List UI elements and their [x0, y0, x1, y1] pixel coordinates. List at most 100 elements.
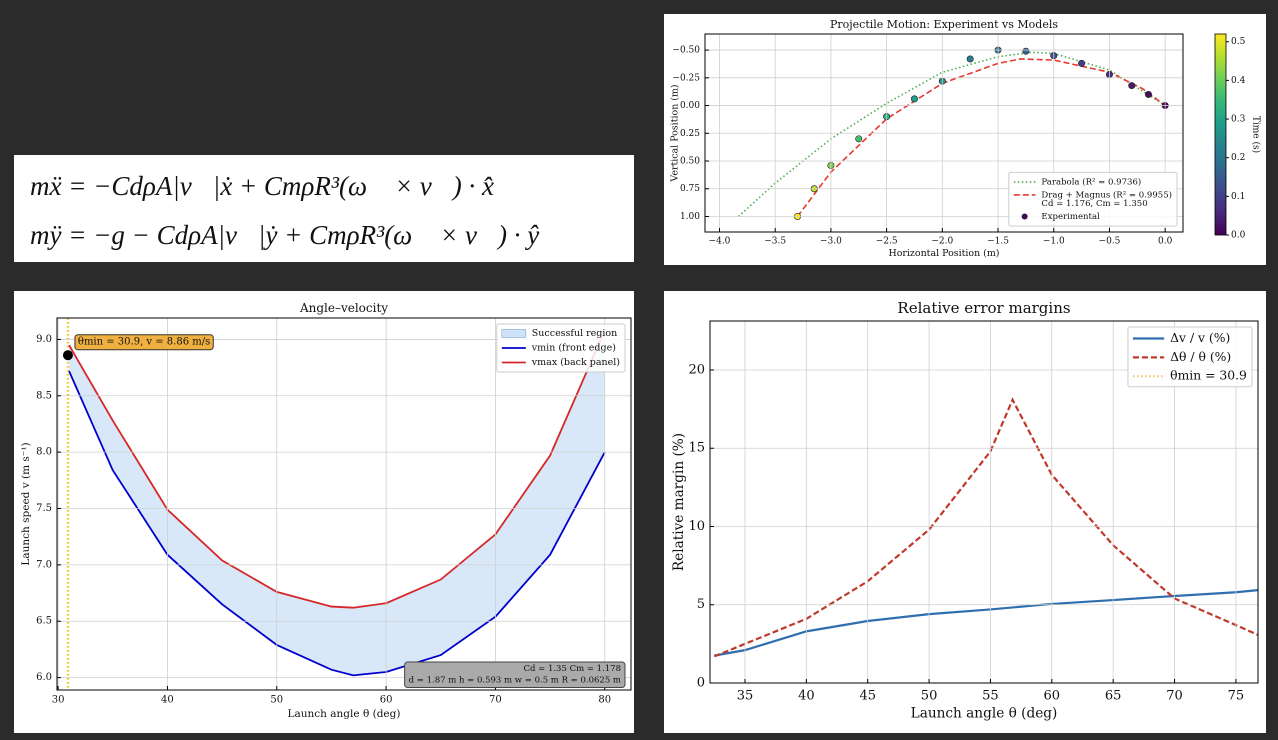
chart-panel: [664, 14, 1266, 265]
legend: Parabola (R² = 0.9736) Drag + Magnus (R² …: [1008, 171, 1178, 227]
series-line: [713, 397, 1258, 658]
info-box: Cd = 1.35 Cm = 1.178 d = 1.87 m h = 0.593…: [404, 661, 626, 688]
x-tick-label: 50: [921, 689, 938, 704]
info-box-bg: [404, 661, 626, 688]
series-line: [68, 370, 606, 677]
legend-label: Δθ / θ (%): [1170, 350, 1231, 364]
y-tick-label: 10: [688, 519, 705, 534]
data-point: [1128, 82, 1136, 90]
x-tick-label: 55: [982, 689, 999, 704]
x-tick-label: −3.5: [764, 237, 786, 247]
legend-box: [1008, 171, 1178, 227]
legend-swatch: [501, 329, 527, 338]
y-tick-label: 9.0: [36, 334, 52, 345]
y-tick-label: 8.5: [36, 390, 52, 401]
x-tick-label: 70: [489, 695, 502, 706]
data-point: [855, 135, 863, 143]
colorbar-tick-label: 0.5: [1231, 37, 1246, 47]
y-tick-label: 0.25: [680, 129, 700, 139]
plot-frame: [56, 317, 632, 691]
y-tick-label: −0.25: [672, 73, 700, 83]
legend-swatch: [1021, 213, 1028, 220]
legend-label: Drag + Magnus (R² = 0.9955): [1041, 189, 1172, 200]
data-point: [910, 95, 918, 103]
x-tick-label: −0.5: [1099, 237, 1121, 247]
y-tick-label: 6.0: [36, 672, 52, 683]
y-tick-label: 0.50: [680, 157, 700, 167]
legend-label: Parabola (R² = 0.9736): [1041, 176, 1141, 187]
colorbar-tick-label: 0.0: [1231, 231, 1246, 241]
fill-region: [69, 330, 605, 676]
x-tick-label: 60: [1044, 689, 1061, 704]
annotation-label: θmin = 30.9, v = 8.86 m/s: [78, 337, 210, 348]
legend-box: [1127, 326, 1253, 388]
plot-frame: [704, 33, 1184, 233]
x-axis-label: Horizontal Position (m): [888, 248, 999, 259]
x-tick-label: 65: [1105, 689, 1122, 704]
equation: mÿ = −g − CdρA|v⃗|ẏ + CmρR³(ω⃗ × v⃗) · ŷ: [30, 220, 539, 250]
colorbar-tick-label: 0.2: [1231, 153, 1245, 163]
legend: Δv / v (%) Δθ / θ (%) θmin = 30.9: [1127, 326, 1253, 388]
colorbar-label: Time (s): [1251, 116, 1262, 153]
y-tick-label: 0.75: [680, 184, 700, 194]
y-tick-label: 1.00: [680, 212, 700, 222]
x-tick-label: −4.0: [709, 237, 731, 247]
x-tick-label: 45: [859, 689, 876, 704]
data-point: [966, 55, 974, 63]
legend-label: vmax (back panel): [531, 357, 620, 368]
x-tick-label: −2.0: [931, 237, 953, 247]
plot-area: [66, 318, 606, 690]
y-tick-label: 8.0: [36, 447, 52, 458]
legend-label: Successful region: [532, 328, 617, 339]
y-tick-label: 7.0: [36, 559, 52, 570]
y-axis-label: Vertical Position (m): [669, 84, 680, 182]
info-text: Cd = 1.35 Cm = 1.178: [523, 664, 621, 674]
equation-panel: [14, 155, 634, 262]
data-point: [1144, 90, 1152, 98]
chart-title: Projectile Motion: Experiment vs Models: [830, 18, 1058, 31]
y-tick-label: 0.00: [680, 101, 700, 111]
colorbar: [1214, 33, 1227, 236]
y-tick-label: −0.50: [672, 46, 700, 56]
x-tick-label: 0.0: [1158, 237, 1173, 247]
colorbar-tick-label: 0.4: [1231, 76, 1246, 86]
y-tick-label: 7.5: [36, 503, 52, 514]
legend-label: θmin = 30.9: [1170, 369, 1247, 383]
x-tick-label: −2.5: [876, 237, 898, 247]
y-tick-label: 0: [697, 676, 705, 691]
colorbar-tick-label: 0.3: [1231, 115, 1246, 125]
y-axis-label: Relative margin (%): [671, 433, 687, 571]
chart-title: Angle–velocity: [299, 301, 388, 315]
x-tick-label: 50: [270, 695, 283, 706]
y-tick-label: 5: [697, 597, 705, 612]
highlight-point: [62, 350, 73, 361]
y-tick-label: 6.5: [36, 616, 52, 627]
legend-label: Δv / v (%): [1170, 331, 1230, 345]
x-tick-label: 60: [380, 695, 393, 706]
y-axis-label: Launch speed v (m s⁻¹): [20, 442, 32, 565]
x-tick-label: 80: [598, 695, 611, 706]
colorbar-tick-label: 0.1: [1231, 192, 1245, 202]
x-tick-label: 30: [52, 695, 65, 706]
series-line: [68, 330, 606, 609]
x-tick-label: 40: [798, 689, 815, 704]
plot-frame: [709, 320, 1259, 684]
x-tick-label: 70: [1166, 689, 1183, 704]
data-point: [1022, 47, 1030, 55]
x-axis-label: Launch angle θ (deg): [911, 706, 1058, 722]
series-line: [796, 58, 1166, 217]
data-point: [1078, 59, 1086, 67]
x-tick-label: −1.5: [987, 237, 1009, 247]
x-axis-label: Launch angle θ (deg): [288, 708, 401, 720]
legend-box: [496, 323, 626, 373]
legend-label: Experimental: [1041, 212, 1100, 222]
annotation-box: [74, 334, 214, 351]
chart-title: Relative error margins: [897, 299, 1070, 317]
x-tick-label: 40: [161, 695, 174, 706]
x-tick-label: 75: [1228, 689, 1245, 704]
legend: Successful region vmin (front edge) vmax (…: [496, 323, 626, 373]
legend-label: vmin (front edge): [531, 343, 616, 354]
equation: mẍ = −CdρA|v⃗|ẋ + CmρR³(ω⃗ × v⃗) · x̂: [30, 171, 494, 201]
